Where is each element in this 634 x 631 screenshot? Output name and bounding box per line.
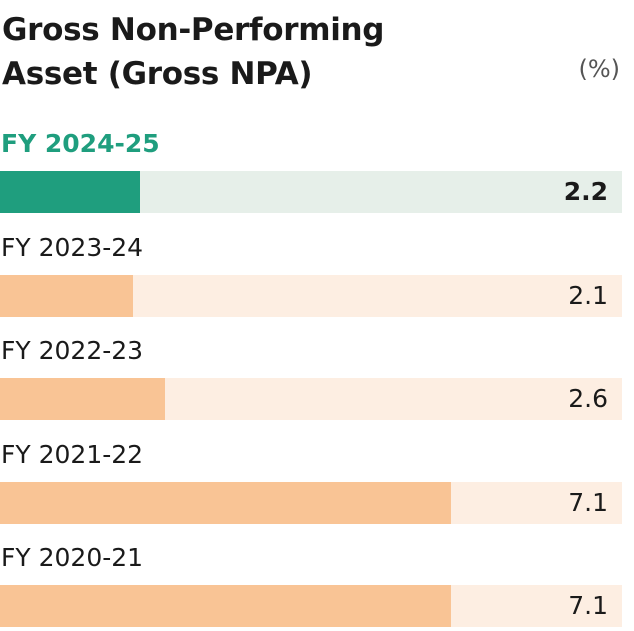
data-label: 2.2 — [563, 177, 608, 206]
category-label: FY 2021-22 — [1, 439, 144, 469]
data-label: 2.1 — [568, 280, 608, 310]
bar-track: 7.1 — [0, 585, 622, 627]
bar-track: 2.1 — [0, 274, 622, 317]
bar — [0, 171, 140, 213]
data-label: 7.1 — [568, 487, 608, 517]
category-label: FY 2022-23 — [1, 336, 144, 365]
bar-track: 7.1 — [0, 481, 622, 524]
bar-row: FY 2021-22 7.1 — [0, 437, 622, 527]
chart-title: Gross Non-Performing Asset (Gross NPA) — [2, 12, 385, 92]
category-label: FY 2023-24 — [1, 232, 144, 262]
bar-row: FY 2023-24 2.1 — [0, 230, 622, 320]
data-label: 2.6 — [568, 384, 608, 413]
bar — [0, 274, 133, 317]
bar-row: FY 2020-21 7.1 — [0, 540, 622, 630]
bar — [0, 481, 451, 524]
category-label: FY 2020-21 — [1, 543, 144, 572]
data-label: 7.1 — [568, 591, 608, 620]
bar-row: FY 2022-23 2.6 — [0, 333, 622, 423]
category-label: FY 2024-25 — [1, 129, 160, 158]
bar — [0, 585, 451, 627]
bar-track: 2.6 — [0, 378, 622, 420]
bar-track: 2.2 — [0, 171, 622, 213]
bar-row: FY 2024-25 2.2 — [0, 126, 622, 216]
unit-label: (%) — [578, 55, 620, 83]
bar — [0, 378, 165, 420]
